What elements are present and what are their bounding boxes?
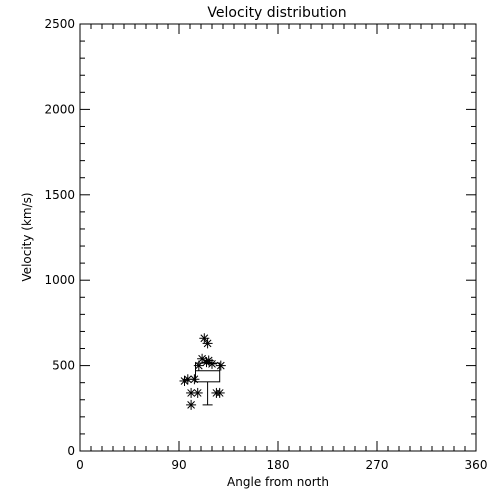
chart-title: Velocity distribution: [207, 5, 346, 21]
data-point: [215, 360, 226, 371]
data-point: [182, 374, 193, 385]
axis-ticks: [79, 23, 477, 452]
x-tick-labels: 0 90 180 270 360: [76, 458, 487, 472]
y-tick-label: 1000: [44, 273, 75, 287]
y-tick-labels: 0 500 1000 1500 2000 2500: [44, 17, 75, 458]
x-tick-label: 90: [171, 458, 186, 472]
data-point: [214, 387, 225, 398]
x-tick-label: 360: [465, 458, 488, 472]
data-point: [192, 387, 203, 398]
data-point: [193, 360, 204, 371]
data-point: [202, 338, 213, 349]
x-tick-label: 0: [76, 458, 84, 472]
x-tick-label: 180: [267, 458, 290, 472]
y-axis-label: Velocity (km/s): [20, 192, 34, 281]
data-point: [189, 374, 200, 385]
data-point: [186, 399, 197, 410]
y-tick-label: 2500: [44, 17, 75, 31]
y-tick-label: 1500: [44, 188, 75, 202]
plot-frame: [79, 23, 477, 452]
data-points: [179, 333, 226, 410]
y-tick-label: 2000: [44, 102, 75, 116]
y-tick-label: 0: [67, 444, 75, 458]
data-point: [179, 375, 190, 386]
y-tick-label: 500: [52, 359, 75, 373]
data-point: [207, 358, 217, 369]
x-axis-label: Angle from north: [227, 475, 329, 489]
data-point: [199, 333, 210, 344]
x-tick-label: 270: [366, 458, 389, 472]
